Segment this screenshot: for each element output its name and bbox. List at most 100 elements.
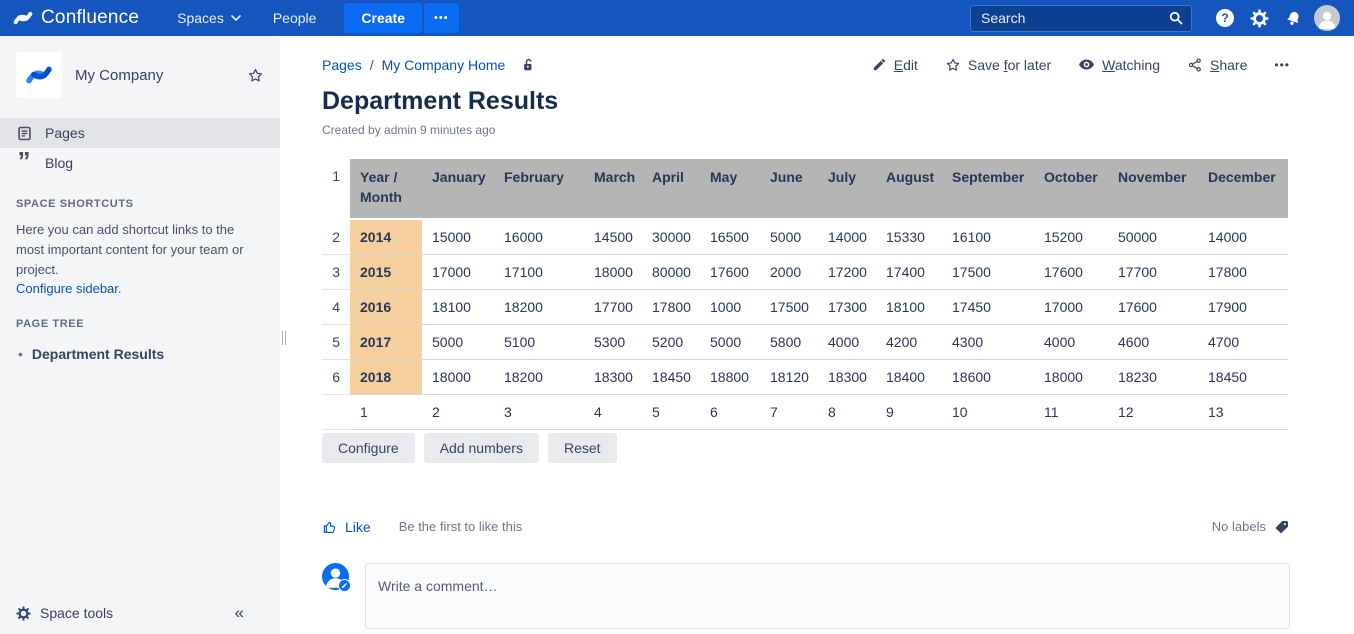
value-cell: 4000	[1034, 324, 1108, 360]
column-header: Year / Month	[350, 159, 422, 220]
year-cell: 2018	[350, 359, 422, 395]
value-cell: 18120	[760, 359, 818, 395]
column-number-cell: 7	[760, 394, 818, 430]
value-cell: 18100	[422, 289, 494, 325]
column-header: August	[876, 159, 942, 220]
sidebar-item-blog[interactable]: ” Blog	[0, 148, 280, 178]
configure-sidebar-link[interactable]: Configure sidebar.	[16, 281, 122, 297]
value-cell: 17300	[818, 289, 876, 325]
value-cell: 18000	[1034, 359, 1108, 395]
row-number	[322, 394, 350, 430]
label-tag-icon[interactable]	[1274, 519, 1290, 535]
search-icon[interactable]	[1169, 11, 1183, 30]
save-for-later-button[interactable]: Save for later	[945, 57, 1051, 73]
value-cell: 17500	[942, 254, 1034, 290]
column-header: September	[942, 159, 1034, 220]
value-cell: 5800	[760, 324, 818, 360]
restrictions-unlock-icon[interactable]	[520, 57, 536, 73]
page-title: Department Results	[322, 87, 559, 115]
page-tree-item-department-results[interactable]: • Department Results	[0, 334, 280, 362]
add-numbers-button[interactable]: Add numbers	[423, 432, 539, 463]
share-button[interactable]: Share	[1187, 57, 1247, 73]
thumbs-up-icon[interactable]	[322, 519, 338, 535]
value-cell: 1000	[700, 289, 760, 325]
space-tools[interactable]: Space tools «	[0, 592, 280, 634]
value-cell: 18200	[494, 359, 584, 395]
value-cell: 4200	[876, 324, 942, 360]
value-cell: 17100	[494, 254, 584, 290]
nav-item-spaces[interactable]: Spaces	[161, 0, 257, 36]
value-cell: 50000	[1108, 219, 1198, 255]
breadcrumb-home-link[interactable]: My Company Home	[381, 56, 506, 73]
results-table-head-row: 1 Year / Month January February March April Ma…	[322, 159, 1288, 220]
watching-button[interactable]: Watching	[1078, 56, 1160, 73]
notifications-bell-icon[interactable]	[1278, 0, 1308, 36]
column-number-cell: 9	[876, 394, 942, 430]
reset-button[interactable]: Reset	[547, 432, 617, 463]
help-icon[interactable]: ?	[1210, 0, 1240, 36]
column-number-cell: 6	[700, 394, 760, 430]
value-cell: 17600	[1034, 254, 1108, 290]
value-cell: 4600	[1108, 324, 1198, 360]
space-name[interactable]: My Company	[75, 66, 164, 84]
results-table: 1 Year / Month January February March April Ma…	[322, 159, 1288, 430]
value-cell: 17200	[818, 254, 876, 290]
share-label: Share	[1210, 56, 1248, 73]
value-cell: 17800	[1198, 254, 1288, 290]
edit-button[interactable]: Edit	[872, 57, 918, 73]
value-cell: 5000	[422, 324, 494, 360]
user-avatar[interactable]	[1312, 0, 1342, 36]
sidebar-resize-handle[interactable]	[282, 331, 286, 345]
create-button[interactable]: Create	[344, 3, 423, 33]
chevron-down-icon	[231, 15, 241, 21]
search-input[interactable]	[970, 4, 1192, 32]
main-content: Pages / My Company Home Edit	[288, 36, 1354, 634]
favorite-star-icon[interactable]	[247, 67, 264, 84]
space-logo-icon[interactable]	[16, 52, 62, 98]
table-row: 3 2015 17000 17100 18000 80000 17600 2000 17200 1…	[322, 254, 1288, 290]
edit-badge-icon	[338, 578, 351, 592]
space-tools-label: Space tools	[40, 605, 114, 621]
row-number: 1	[322, 159, 350, 220]
comment-input[interactable]	[365, 562, 1290, 629]
table-buttons: Configure Add numbers Reset	[322, 432, 1290, 463]
column-header: December	[1198, 159, 1288, 220]
like-link[interactable]: Like	[345, 518, 371, 535]
confluence-brand[interactable]: Confluence	[12, 7, 139, 29]
brand-label: Confluence	[41, 7, 140, 28]
value-cell: 18600	[942, 359, 1034, 395]
column-number-cell: 11	[1034, 394, 1108, 430]
value-cell: 18230	[1108, 359, 1198, 395]
search-box	[970, 4, 1192, 32]
sidebar-item-label: Pages	[45, 125, 85, 141]
table-row: 5 2017 5000 5100 5300 5200 5000 5800 4000 4200 430…	[322, 324, 1288, 360]
no-labels-text: No labels	[1211, 519, 1266, 534]
share-icon	[1187, 57, 1203, 73]
column-number-cell: 5	[642, 394, 700, 430]
value-cell: 5200	[642, 324, 700, 360]
pencil-icon	[872, 57, 887, 72]
comment-author-avatar	[322, 562, 351, 592]
value-cell: 17900	[1198, 289, 1288, 325]
column-number-cell: 12	[1108, 394, 1198, 430]
star-outline-icon	[945, 57, 961, 73]
edit-label: Edit	[893, 56, 918, 73]
value-cell: 17700	[1108, 254, 1198, 290]
nav-item-people[interactable]: People	[257, 0, 333, 36]
year-cell: 2015	[350, 254, 422, 290]
collapse-sidebar-icon[interactable]: «	[234, 603, 244, 622]
configure-button[interactable]: Configure	[322, 432, 415, 463]
column-number-cell: 3	[494, 394, 584, 430]
settings-gear-icon[interactable]	[1244, 0, 1274, 36]
sidebar-item-label: Blog	[45, 155, 74, 171]
column-header: June	[760, 159, 818, 220]
breadcrumb-pages-link[interactable]: Pages	[322, 56, 362, 73]
value-cell: 18300	[584, 359, 642, 395]
nav-more-button[interactable]: •••	[424, 3, 459, 33]
column-numbers-row: 1 2 3 4 5 6 7 8 9 10 11 12 13	[322, 394, 1288, 430]
table-row: 6 2018 18000 18200 18300 18450 18800 18120 18300…	[322, 359, 1288, 395]
page-more-button[interactable]: •••	[1274, 57, 1290, 72]
sidebar-item-pages[interactable]: Pages	[0, 118, 280, 148]
value-cell: 18450	[1198, 359, 1288, 395]
value-cell: 16000	[494, 219, 584, 255]
